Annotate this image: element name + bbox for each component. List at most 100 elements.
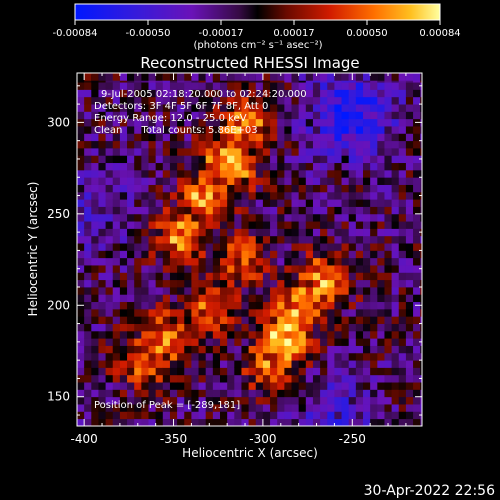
heatmap-cell [370, 184, 378, 193]
heatmap-cell [348, 147, 357, 156]
heatmap-cell [148, 338, 157, 346]
heatmap-cell [141, 294, 149, 303]
heatmap-cell [255, 118, 264, 127]
heatmap-cell [405, 162, 414, 171]
heatmap-cell [405, 96, 414, 105]
heatmap-cell [198, 118, 207, 127]
heatmap-cell [370, 301, 378, 310]
heatmap-cell [305, 367, 314, 376]
heatmap-cell [341, 279, 350, 288]
heatmap-cell [348, 206, 357, 215]
heatmap-cell [420, 126, 423, 134]
heatmap-cell [84, 243, 92, 251]
heatmap-cell [105, 338, 114, 346]
heatmap-cell [262, 250, 271, 259]
heatmap-cell [370, 404, 378, 412]
heatmap-cell [277, 73, 285, 81]
heatmap-cell [234, 147, 242, 156]
heatmap-cell [284, 382, 292, 390]
heatmap-cell [148, 162, 157, 171]
heatmap-cell [277, 140, 285, 149]
heatmap-cell [234, 155, 242, 164]
heatmap-cell [320, 111, 328, 120]
heatmap-cell [162, 169, 171, 178]
heatmap-cell [405, 352, 414, 361]
heatmap-cell [270, 404, 278, 412]
heatmap-cell [205, 404, 214, 412]
heatmap-cell [119, 199, 128, 207]
heatmap-cell [270, 206, 278, 215]
heatmap-cell [262, 389, 271, 398]
heatmap-cell [262, 404, 271, 412]
heatmap-cell [363, 338, 371, 346]
heatmap-cell [169, 96, 178, 105]
heatmap-cell [327, 404, 335, 412]
heatmap-cell [162, 316, 171, 324]
heatmap-cell [398, 323, 407, 332]
heatmap-cell [370, 330, 378, 339]
heatmap-cell [327, 272, 335, 281]
heatmap-cell [248, 184, 257, 193]
heatmap-cell [105, 177, 114, 185]
heatmap-cell [227, 228, 235, 237]
heatmap-cell [98, 360, 106, 368]
heatmap-cell [119, 301, 128, 310]
heatmap-cell [320, 235, 328, 244]
heatmap-cell [298, 338, 307, 346]
heatmap-cell [277, 330, 285, 339]
heatmap-cell [370, 243, 378, 251]
heatmap-cell [327, 73, 335, 81]
heatmap-cell [377, 301, 385, 310]
heatmap-cell [112, 199, 121, 207]
heatmap-cell [377, 257, 385, 266]
heatmap-cell [312, 155, 321, 164]
heatmap-cell [284, 265, 292, 273]
heatmap-cell [405, 82, 414, 90]
heatmap-cell [298, 155, 307, 164]
heatmap-cell [348, 228, 357, 237]
heatmap-cell [305, 140, 314, 149]
heatmap-cell [413, 177, 421, 185]
heatmap-cell [312, 213, 321, 222]
heatmap-cell [127, 272, 135, 281]
heatmap-cell [227, 118, 235, 127]
heatmap-cell [413, 316, 421, 324]
heatmap-cell [320, 411, 328, 420]
heatmap-cell [384, 411, 393, 420]
heatmap-cell [220, 279, 228, 288]
heatmap-cell [363, 367, 371, 376]
heatmap-cell [205, 286, 214, 295]
heatmap-cell [191, 374, 199, 383]
heatmap-cell [370, 389, 378, 398]
heatmap-cell [341, 206, 350, 215]
heatmap-cell [241, 286, 250, 295]
heatmap-cell [127, 338, 135, 346]
heatmap-cell [341, 213, 350, 222]
heatmap-cell [91, 367, 99, 376]
heatmap-cell [177, 418, 185, 427]
heatmap-cell [205, 418, 214, 427]
heatmap-cell [134, 411, 142, 420]
heatmap-cell [262, 228, 271, 237]
heatmap-cell [198, 250, 207, 259]
heatmap-cell [162, 382, 171, 390]
heatmap-cell [384, 228, 393, 237]
heatmap-cell [198, 169, 207, 178]
heatmap-cell [98, 213, 106, 222]
heatmap-cell [320, 177, 328, 185]
heatmap-cell [398, 73, 407, 81]
heatmap-cell [398, 213, 407, 222]
heatmap-cell [262, 330, 271, 339]
heatmap-cell [169, 199, 178, 207]
heatmap-cell [363, 177, 371, 185]
heatmap-cell [262, 374, 271, 383]
heatmap-cell [148, 228, 157, 237]
heatmap-cell [384, 206, 393, 215]
heatmap-cell [377, 265, 385, 273]
heatmap-cell [112, 126, 121, 134]
heatmap-cell [341, 294, 350, 303]
heatmap-cell [212, 191, 221, 200]
heatmap-cell [420, 199, 423, 207]
heatmap-cell [413, 126, 421, 134]
